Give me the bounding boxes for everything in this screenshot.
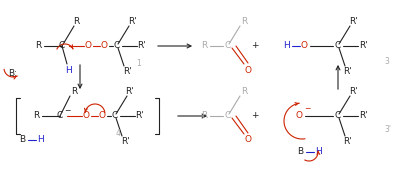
- Text: C: C: [59, 42, 65, 50]
- Text: R': R': [349, 17, 357, 26]
- Text: C: C: [225, 112, 231, 121]
- Text: +: +: [251, 112, 259, 121]
- Text: R: R: [201, 112, 207, 121]
- Text: C: C: [57, 112, 63, 121]
- Text: R': R': [123, 66, 131, 75]
- Text: C: C: [114, 42, 120, 50]
- Text: O: O: [100, 42, 108, 50]
- Text: R': R': [138, 42, 146, 50]
- Text: R: R: [201, 42, 207, 50]
- Text: H: H: [66, 66, 72, 75]
- Text: R': R': [344, 137, 352, 146]
- Text: O: O: [244, 135, 252, 144]
- Text: H: H: [315, 148, 321, 157]
- Text: H: H: [37, 135, 43, 144]
- Text: O: O: [296, 112, 302, 121]
- Text: R': R': [349, 86, 357, 95]
- Text: 4: 4: [116, 130, 120, 139]
- Text: 1: 1: [137, 59, 141, 68]
- Text: R': R': [129, 17, 137, 26]
- Text: R: R: [33, 112, 39, 121]
- Text: 3': 3': [384, 125, 392, 135]
- Text: R: R: [71, 86, 77, 95]
- Text: R: R: [35, 42, 41, 50]
- Text: −: −: [64, 107, 70, 116]
- Text: B: B: [19, 135, 25, 144]
- Text: R: R: [73, 17, 79, 26]
- Text: R': R': [344, 66, 352, 75]
- Text: O: O: [300, 42, 308, 50]
- Text: C: C: [335, 42, 341, 50]
- Text: +: +: [251, 42, 259, 50]
- Text: R': R': [136, 112, 144, 121]
- Text: B:: B:: [8, 70, 18, 79]
- Text: R': R': [359, 112, 367, 121]
- Text: H: H: [284, 42, 290, 50]
- Text: R': R': [359, 42, 367, 50]
- Text: C: C: [335, 112, 341, 121]
- Text: O: O: [98, 112, 106, 121]
- Text: O: O: [82, 112, 90, 121]
- Text: −: −: [304, 105, 310, 114]
- Text: R': R': [126, 86, 134, 95]
- Text: O: O: [84, 42, 92, 50]
- Text: R': R': [121, 137, 129, 146]
- Text: C: C: [225, 42, 231, 50]
- Text: B: B: [297, 148, 303, 157]
- Text: C: C: [112, 112, 118, 121]
- Text: 3: 3: [384, 56, 390, 66]
- Text: R: R: [241, 17, 247, 26]
- Text: R: R: [241, 86, 247, 95]
- Text: O: O: [244, 66, 252, 75]
